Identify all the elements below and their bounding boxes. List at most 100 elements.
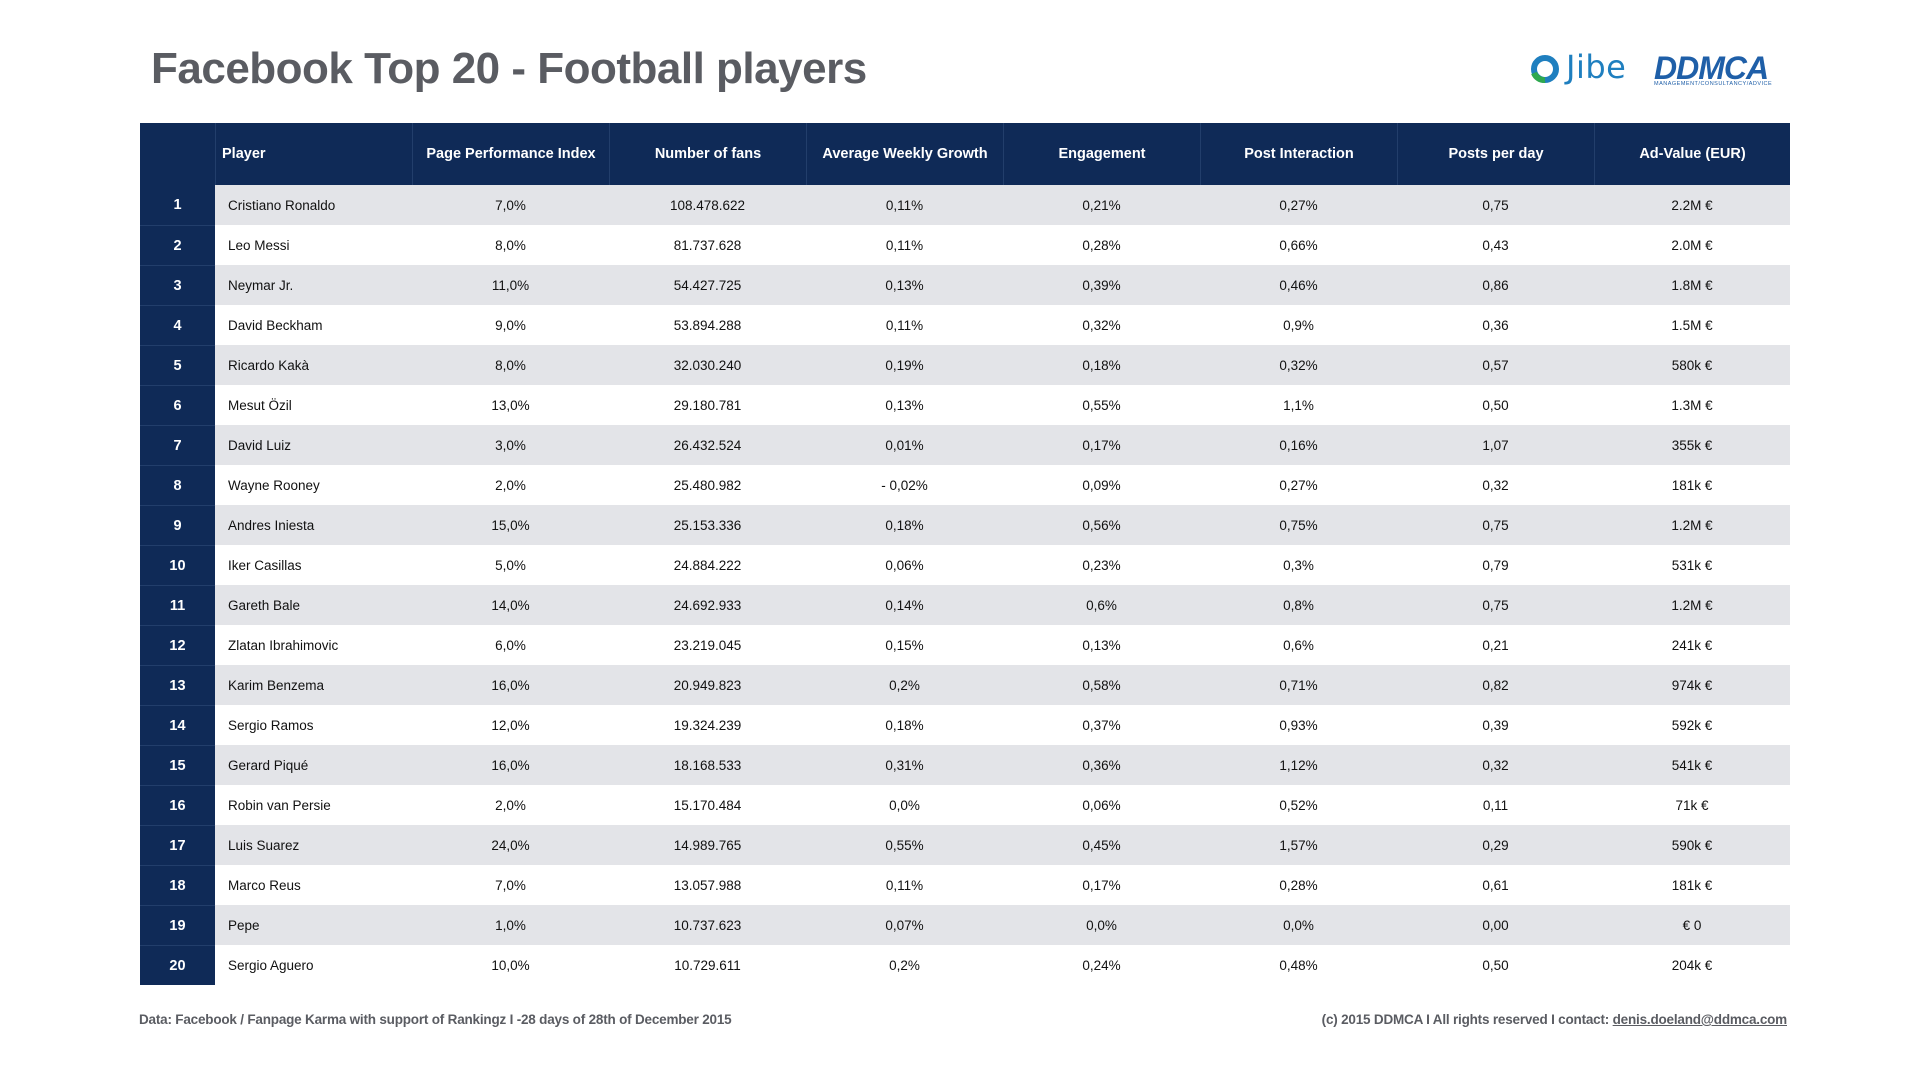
table-row: 1 Cristiano Ronaldo 7,0% 108.478.622 0,11% 0,… (140, 185, 1790, 225)
cell-number-of-fans: 26.432.524 (673, 437, 742, 453)
cell-ad-value: 592k € (1671, 717, 1713, 733)
cell-number-of-fans: 24.884.222 (673, 557, 742, 573)
cell-post-interaction: 0,6% (1283, 637, 1314, 653)
cell-post-interaction: 0,46% (1279, 277, 1318, 293)
cell-page-performance-index: 1,0% (495, 917, 526, 933)
cell-rank: 5 (140, 345, 215, 385)
table-row: 16 Robin van Persie 2,0% 15.170.484 0,0% 0,06… (140, 785, 1790, 825)
cell-rank: 10 (140, 545, 215, 585)
cell-ad-value: 181k € (1671, 877, 1713, 893)
cell-player: Wayne Rooney (228, 477, 320, 493)
cell-player: Marco Reus (228, 877, 301, 893)
cell-engagement: 0,17% (1082, 877, 1121, 893)
cell-page-performance-index: 12,0% (491, 717, 530, 733)
header-engagement: Engagement (1003, 123, 1200, 185)
cell-page-performance-index: 5,0% (495, 557, 526, 573)
table-row: 13 Karim Benzema 16,0% 20.949.823 0,2% 0,58% 0… (140, 665, 1790, 705)
cell-ad-value: 241k € (1671, 637, 1713, 653)
cell-player: Sergio Aguero (228, 957, 314, 973)
cell-page-performance-index: 8,0% (495, 237, 526, 253)
cell-average-weekly-growth: 0,11% (885, 877, 924, 893)
cell-average-weekly-growth: 0,11% (885, 317, 924, 333)
cell-ad-value: 2.2M € (1671, 197, 1713, 213)
cell-engagement: 0,55% (1082, 397, 1121, 413)
cell-average-weekly-growth: 0,13% (885, 397, 924, 413)
cell-engagement: 0,23% (1082, 557, 1121, 573)
cell-player: Andres Iniesta (228, 517, 315, 533)
table-row: 10 Iker Casillas 5,0% 24.884.222 0,06% 0,23% 0… (140, 545, 1790, 585)
cell-player: Ricardo Kakà (228, 357, 310, 373)
cell-ad-value: 181k € (1671, 477, 1713, 493)
cell-average-weekly-growth: - 0,02% (881, 477, 928, 493)
table-row: 9 Andres Iniesta 15,0% 25.153.336 0,18% 0,56%… (140, 505, 1790, 545)
cell-ad-value: 1.3M € (1671, 397, 1713, 413)
cell-ad-value: 1.5M € (1671, 317, 1713, 333)
cell-number-of-fans: 24.692.933 (673, 597, 742, 613)
cell-player: Robin van Persie (228, 797, 331, 813)
cell-rank: 13 (140, 665, 215, 705)
cell-player: Pepe (228, 917, 260, 933)
cell-page-performance-index: 15,0% (491, 517, 530, 533)
cell-ad-value: 1.8M € (1671, 277, 1713, 293)
cell-page-performance-index: 8,0% (495, 357, 526, 373)
cell-average-weekly-growth: 0,18% (885, 717, 924, 733)
header-average-weekly-growth: Average Weekly Growth (806, 123, 1003, 185)
cell-engagement: 0,09% (1082, 477, 1121, 493)
header-post-interaction: Post Interaction (1200, 123, 1397, 185)
cell-number-of-fans: 18.168.533 (673, 757, 742, 773)
cell-post-interaction: 1,1% (1283, 397, 1314, 413)
cell-post-interaction: 0,16% (1279, 437, 1318, 453)
header-ad-value: Ad-Value (EUR) (1594, 123, 1790, 185)
cell-rank: 6 (140, 385, 215, 425)
header-page-performance-index: Page Performance Index (412, 123, 609, 185)
cell-rank: 11 (140, 585, 215, 625)
cell-posts-per-day: 0,50 (1482, 397, 1509, 413)
table-row: 20 Sergio Aguero 10,0% 10.729.611 0,2% 0,24% 0… (140, 945, 1790, 985)
cell-rank: 4 (140, 305, 215, 345)
cell-post-interaction: 0,93% (1279, 717, 1318, 733)
cell-player: Sergio Ramos (228, 717, 314, 733)
cell-rank: 7 (140, 425, 215, 465)
header-number-of-fans: Number of fans (609, 123, 806, 185)
cell-posts-per-day: 0,75 (1482, 197, 1509, 213)
cell-posts-per-day: 0,39 (1482, 717, 1509, 733)
cell-number-of-fans: 20.949.823 (673, 677, 742, 693)
cell-posts-per-day: 0,32 (1482, 477, 1509, 493)
cell-average-weekly-growth: 0,18% (885, 517, 924, 533)
players-table: Player Page Performance Index Number of … (140, 123, 1790, 985)
contact-email-link[interactable]: denis.doeland@ddmca.com (1612, 1012, 1788, 1027)
cell-number-of-fans: 54.427.725 (673, 277, 742, 293)
cell-post-interaction: 0,0% (1283, 917, 1314, 933)
page-title: Facebook Top 20 - Football players (151, 44, 867, 93)
cell-engagement: 0,32% (1082, 317, 1121, 333)
cell-ad-value: 580k € (1671, 357, 1713, 373)
cell-posts-per-day: 0,75 (1482, 517, 1509, 533)
cell-post-interaction: 0,3% (1283, 557, 1314, 573)
cell-rank: 19 (140, 905, 215, 945)
cell-ad-value: 541k € (1671, 757, 1713, 773)
cell-posts-per-day: 0,75 (1482, 597, 1509, 613)
cell-post-interaction: 1,12% (1279, 757, 1318, 773)
cell-number-of-fans: 15.170.484 (673, 797, 742, 813)
cell-post-interaction: 0,75% (1279, 517, 1318, 533)
cell-rank: 2 (140, 225, 215, 265)
cell-average-weekly-growth: 0,11% (885, 197, 924, 213)
cell-player: Gareth Bale (228, 597, 301, 613)
cell-player: Cristiano Ronaldo (228, 197, 336, 213)
cell-engagement: 0,28% (1082, 237, 1121, 253)
ddmca-logo-text: DDMCA (1654, 50, 1769, 86)
cell-average-weekly-growth: 0,15% (885, 637, 924, 653)
cell-average-weekly-growth: 0,2% (889, 677, 920, 693)
cell-posts-per-day: 0,21 (1482, 637, 1509, 653)
cell-rank: 16 (140, 785, 215, 825)
cell-rank: 15 (140, 745, 215, 785)
cell-rank: 8 (140, 465, 215, 505)
cell-average-weekly-growth: 0,01% (885, 437, 924, 453)
cell-ad-value: 531k € (1671, 557, 1713, 573)
cell-page-performance-index: 7,0% (495, 197, 526, 213)
cell-player: David Luiz (228, 437, 292, 453)
cell-number-of-fans: 23.219.045 (673, 637, 742, 653)
cell-engagement: 0,24% (1082, 957, 1121, 973)
table-row: 3 Neymar Jr. 11,0% 54.427.725 0,13% 0,39% 0,46… (140, 265, 1790, 305)
cell-number-of-fans: 29.180.781 (673, 397, 742, 413)
